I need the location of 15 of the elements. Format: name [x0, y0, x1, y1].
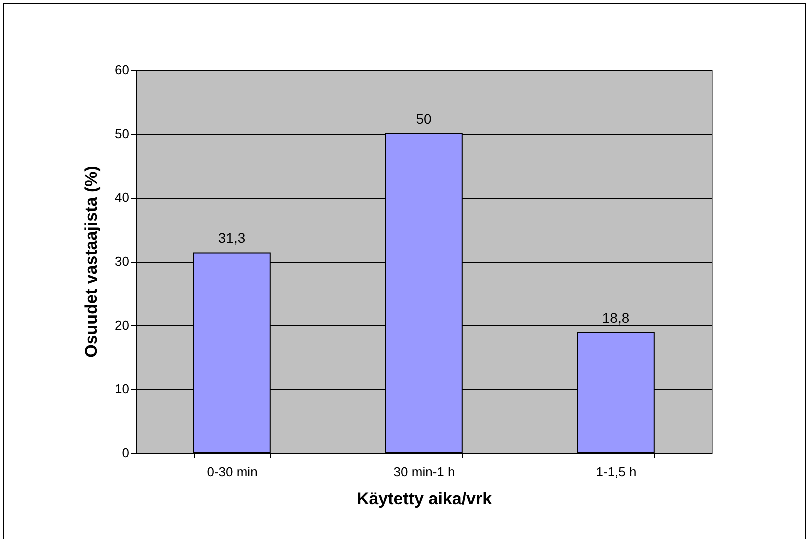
y-tick-label: 0	[122, 446, 130, 460]
x-tick-label: 1-1,5 h	[596, 464, 637, 480]
y-tick-label: 10	[115, 382, 130, 397]
y-tick-label: 50	[115, 126, 130, 142]
data-label: 31,3	[218, 230, 246, 246]
y-tick-label: 30	[115, 254, 130, 269]
x-axis-title: Käytetty aika/vrk	[356, 490, 493, 508]
data-label: 18,8	[602, 310, 630, 326]
y-tick-label: 20	[115, 318, 130, 333]
y-tick-label: 60	[115, 62, 130, 78]
y-tick-label: 40	[115, 190, 130, 206]
y-axis-title: Osuudet vastaajista (%)	[82, 166, 102, 358]
x-tick-label: 30 min-1 h	[394, 464, 456, 480]
x-tick-label: 0-30 min	[207, 464, 258, 480]
data-label: 50	[416, 110, 432, 127]
